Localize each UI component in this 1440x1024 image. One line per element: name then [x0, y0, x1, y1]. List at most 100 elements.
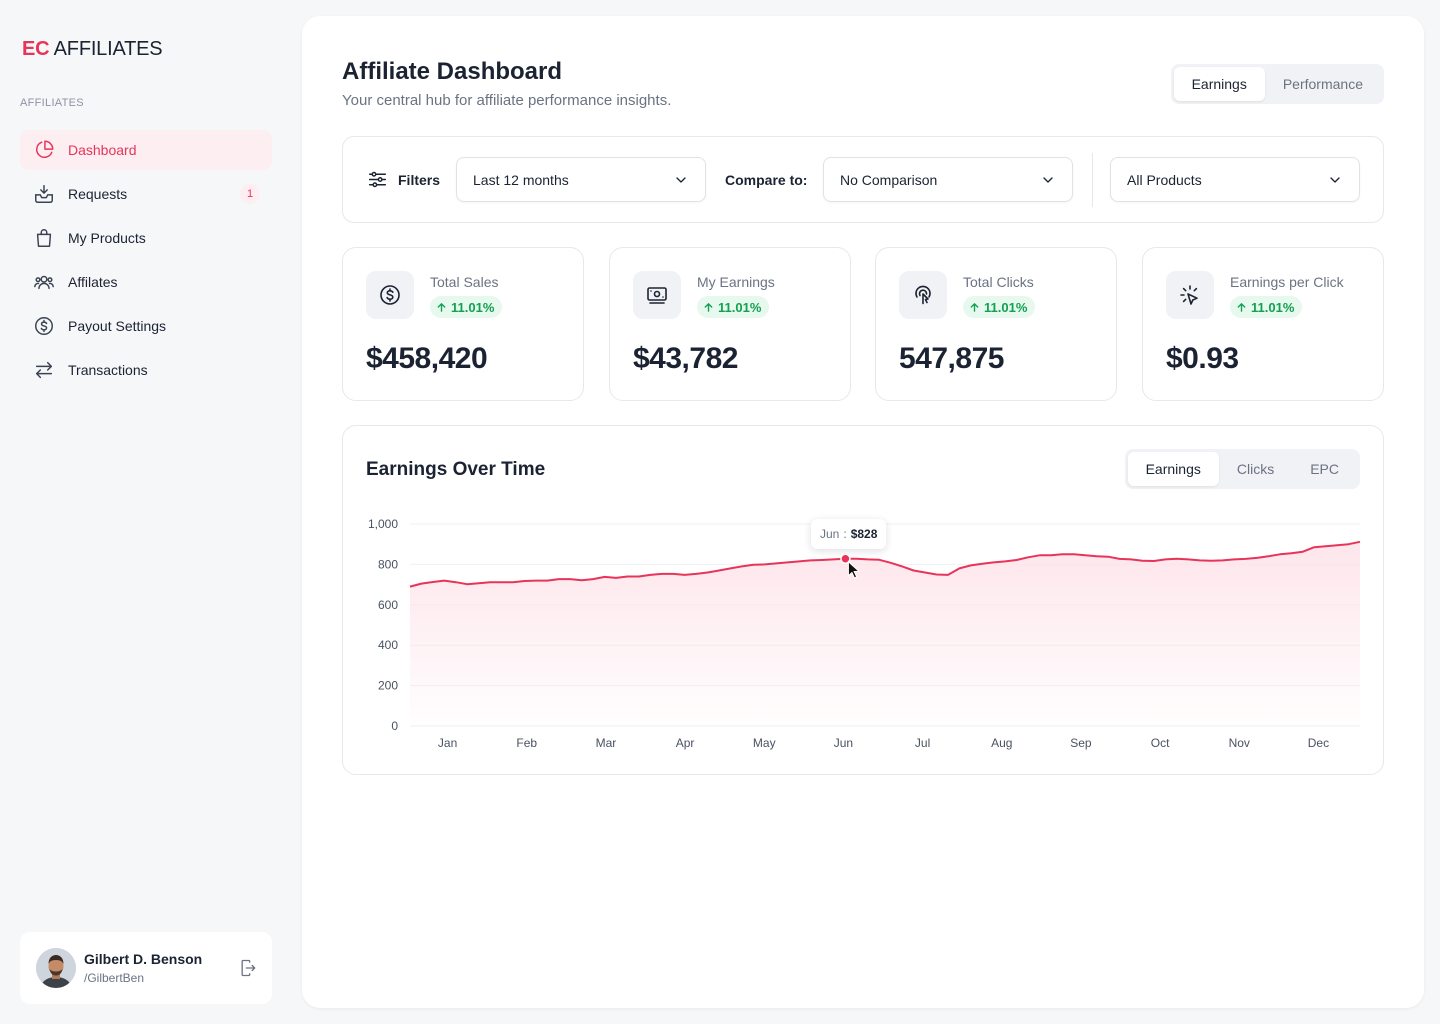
- tooltip-value: $828: [850, 527, 878, 541]
- filters-bar: Filters Last 12 months Compare to: No Co…: [342, 136, 1384, 223]
- brand-logo[interactable]: EC AFFILIATES: [22, 38, 163, 61]
- y-tick-label: 1,000: [368, 517, 398, 531]
- stat-value: $458,420: [366, 342, 488, 375]
- x-tick-label: Jan: [438, 736, 457, 750]
- highlight-point: [840, 553, 851, 564]
- sidebar-item-label: Requests: [68, 186, 128, 202]
- stat-card-earnings-per-click: Earnings per Click 11.01% $0.93: [1142, 247, 1384, 401]
- x-tick-label: Nov: [1229, 736, 1250, 750]
- y-tick-label: 0: [391, 719, 398, 733]
- stat-label: Total Sales: [430, 274, 499, 290]
- x-tick-label: Mar: [596, 736, 617, 750]
- stat-delta-badge: 11.01%: [1230, 296, 1303, 318]
- chevron-down-icon: [1327, 172, 1343, 188]
- sidebar: EC AFFILIATES AFFILIATES Dashboard Reque…: [0, 0, 292, 1024]
- sidebar-item-label: My Products: [68, 230, 146, 246]
- tab-earnings[interactable]: Earnings: [1173, 67, 1265, 101]
- y-tick-label: 800: [378, 557, 398, 571]
- chevron-down-icon: [673, 172, 689, 188]
- sidebar-item-my-products[interactable]: My Products: [20, 218, 272, 258]
- series-line: [409, 540, 1361, 588]
- main-panel: Affiliate Dashboard Your central hub for…: [302, 16, 1424, 1008]
- arrows-swap-icon: [32, 358, 56, 382]
- tab-chart-clicks[interactable]: Clicks: [1236, 461, 1275, 477]
- filters-divider: [1092, 153, 1093, 207]
- dollar-circle-icon: [32, 314, 56, 338]
- brand-name: AFFILIATES: [53, 38, 163, 60]
- stat-value: $43,782: [633, 342, 738, 375]
- sidebar-nav: Dashboard Requests 1 My Products Affilat…: [20, 130, 272, 394]
- x-tick-label: Oct: [1151, 736, 1170, 750]
- sidebar-item-transactions[interactable]: Transactions: [20, 350, 272, 390]
- x-tick-label: Feb: [516, 736, 537, 750]
- tooltip-separator: :: [843, 527, 847, 541]
- x-tick-label: Jul: [915, 736, 930, 750]
- stat-card-total-clicks: Total Clicks 11.01% 547,875: [875, 247, 1117, 401]
- sidebar-item-label: Affilates: [68, 274, 118, 290]
- y-tick-label: 200: [378, 679, 398, 693]
- products-select-value: All Products: [1127, 171, 1202, 188]
- brand-prefix: EC: [22, 38, 50, 60]
- sidebar-item-affiliates[interactable]: Affilates: [20, 262, 272, 302]
- page-title: Affiliate Dashboard: [342, 58, 563, 85]
- sidebar-item-payout-settings[interactable]: Payout Settings: [20, 306, 272, 346]
- user-info: Gilbert D. Benson /GilbertBen: [84, 951, 202, 985]
- sidebar-item-dashboard[interactable]: Dashboard: [20, 130, 272, 170]
- stat-delta-value: 11.01%: [1251, 299, 1295, 315]
- x-tick-label: Sep: [1070, 736, 1092, 750]
- period-select[interactable]: Last 12 months: [456, 157, 706, 202]
- earnings-chart-card: 0 200 400 600 800 1,000 Jan Feb Mar Apr May Jun Jul A…: [342, 425, 1384, 775]
- stat-delta-value: 11.01%: [451, 299, 495, 315]
- stat-delta-value: 11.01%: [718, 299, 762, 315]
- tab-chart-epc[interactable]: EPC: [1310, 461, 1339, 477]
- arrow-up-icon: [437, 302, 446, 312]
- sidebar-item-label: Dashboard: [68, 142, 137, 158]
- x-tick-label: Dec: [1308, 736, 1329, 750]
- arrow-up-icon: [970, 302, 979, 312]
- logout-icon[interactable]: [238, 958, 258, 978]
- x-tick-label: Aug: [991, 736, 1012, 750]
- tab-performance[interactable]: Performance: [1282, 76, 1363, 92]
- users-icon: [32, 270, 56, 294]
- sidebar-section-label: AFFILIATES: [20, 97, 84, 109]
- page-subtitle: Your central hub for affiliate performan…: [342, 92, 672, 109]
- stat-card-my-earnings: My Earnings 11.01% $43,782: [609, 247, 851, 401]
- shopping-bag-icon: [32, 226, 56, 250]
- mouse-cursor-icon: [847, 560, 861, 579]
- stat-delta-value: 11.01%: [984, 299, 1028, 315]
- stat-delta-badge: 11.01%: [697, 296, 770, 318]
- stat-value: 547,875: [899, 342, 1004, 375]
- y-tick-label: 600: [378, 598, 398, 612]
- compare-select[interactable]: No Comparison: [823, 157, 1073, 202]
- tooltip-label: Jun: [820, 527, 840, 541]
- banknote-icon: [633, 271, 681, 319]
- period-select-value: Last 12 months: [473, 171, 569, 188]
- stat-label: Earnings per Click: [1230, 274, 1344, 290]
- inbox-icon: [32, 182, 56, 206]
- filters-button[interactable]: Filters: [367, 169, 440, 190]
- stat-delta-badge: 11.01%: [430, 296, 503, 318]
- chart-title: Earnings Over Time: [366, 459, 546, 480]
- stat-delta-badge: 11.01%: [963, 296, 1036, 318]
- arrow-up-icon: [704, 302, 713, 312]
- user-card[interactable]: Gilbert D. Benson /GilbertBen: [20, 932, 272, 1004]
- sidebar-item-label: Transactions: [68, 362, 148, 378]
- pie-chart-icon: [32, 138, 56, 162]
- earnings-chart[interactable]: 0 200 400 600 800 1,000 Jan Feb Mar Apr May Jun Jul A…: [343, 426, 1383, 774]
- stat-card-total-sales: Total Sales 11.01% $458,420: [342, 247, 584, 401]
- compare-select-value: No Comparison: [840, 171, 938, 188]
- filters-label: Filters: [398, 171, 441, 188]
- avatar: [36, 948, 76, 988]
- chevron-down-icon: [1040, 172, 1056, 188]
- series-area: [410, 541, 1360, 726]
- stat-label: My Earnings: [697, 274, 775, 290]
- sidebar-item-requests[interactable]: Requests 1: [20, 174, 272, 214]
- cursor-click-icon: [1166, 271, 1214, 319]
- tab-chart-earnings[interactable]: Earnings: [1127, 452, 1219, 486]
- dollar-circle-icon: [366, 271, 414, 319]
- stat-value: $0.93: [1166, 342, 1239, 375]
- chart-tooltip: Jun : $828: [811, 519, 887, 549]
- x-tick-label: Apr: [676, 736, 695, 750]
- products-select[interactable]: All Products: [1110, 157, 1360, 202]
- view-toggle: Earnings Performance: [1170, 64, 1384, 104]
